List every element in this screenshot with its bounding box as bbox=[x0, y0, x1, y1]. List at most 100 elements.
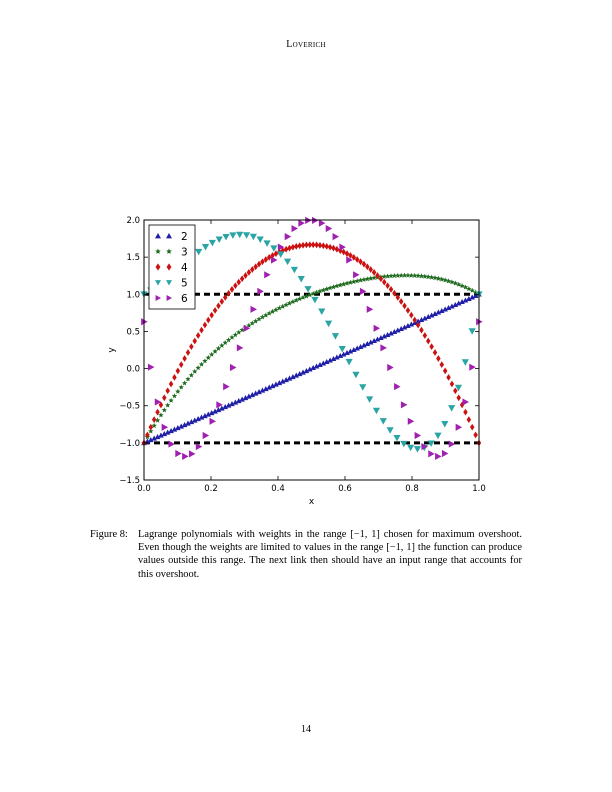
data-point-series-4 bbox=[436, 355, 441, 362]
data-point-series-5 bbox=[249, 233, 257, 241]
data-point-series-2 bbox=[449, 303, 455, 309]
data-point-series-4 bbox=[216, 302, 221, 310]
data-point-series-2 bbox=[445, 304, 452, 311]
data-point-series-6 bbox=[147, 363, 155, 371]
data-point-series-6 bbox=[469, 363, 476, 371]
data-point-series-6 bbox=[407, 417, 415, 425]
data-point-series-4 bbox=[294, 243, 299, 250]
data-point-series-3 bbox=[280, 303, 286, 309]
data-point-series-4 bbox=[405, 307, 411, 314]
data-point-series-3 bbox=[310, 290, 316, 296]
data-point-series-6 bbox=[455, 423, 463, 431]
data-point-series-3 bbox=[364, 276, 370, 282]
data-point-series-2 bbox=[398, 326, 404, 332]
data-point-series-2 bbox=[168, 428, 174, 434]
data-point-series-3 bbox=[327, 285, 333, 291]
x-tick-label: 0.8 bbox=[405, 484, 419, 494]
data-point-series-5 bbox=[352, 371, 360, 379]
data-point-series-3 bbox=[178, 384, 184, 390]
chart-legend: 2 3 4 5 6 bbox=[148, 224, 196, 310]
data-point-series-2 bbox=[232, 399, 239, 405]
data-point-series-4 bbox=[162, 394, 167, 402]
data-point-series-4 bbox=[456, 394, 461, 402]
data-point-series-5 bbox=[242, 232, 251, 239]
data-point-series-2 bbox=[300, 369, 306, 375]
data-point-series-3 bbox=[239, 327, 245, 333]
data-point-series-6 bbox=[441, 449, 449, 458]
data-point-series-3 bbox=[408, 272, 414, 278]
data-point-series-4 bbox=[222, 293, 228, 301]
data-point-series-2 bbox=[252, 390, 259, 396]
data-point-series-3 bbox=[161, 407, 167, 413]
data-point-series-2 bbox=[239, 396, 245, 402]
data-point-series-6 bbox=[359, 287, 367, 295]
data-point-series-4 bbox=[229, 286, 235, 293]
data-point-series-6 bbox=[175, 449, 182, 458]
data-point-series-2 bbox=[279, 378, 286, 384]
data-point-series-2 bbox=[181, 422, 188, 428]
data-point-series-4 bbox=[338, 247, 343, 254]
y-tick-label: 0.0 bbox=[126, 365, 140, 375]
data-point-series-5 bbox=[277, 251, 285, 258]
data-point-series-3 bbox=[290, 299, 296, 305]
data-point-series-5 bbox=[208, 239, 216, 247]
data-point-series-6 bbox=[414, 431, 422, 440]
data-point-series-2 bbox=[263, 386, 269, 392]
data-point-series-2 bbox=[313, 363, 320, 369]
data-point-series-5 bbox=[407, 444, 415, 452]
data-point-series-3 bbox=[354, 278, 360, 284]
x-tick-label: 0.4 bbox=[271, 484, 285, 494]
data-point-series-3 bbox=[300, 294, 306, 300]
data-point-series-4 bbox=[422, 332, 428, 339]
data-point-series-4 bbox=[446, 374, 451, 381]
data-point-series-2 bbox=[249, 392, 256, 398]
data-point-series-3 bbox=[405, 272, 411, 278]
data-point-series-2 bbox=[171, 426, 178, 432]
data-point-series-4 bbox=[260, 258, 265, 266]
data-point-series-2 bbox=[154, 434, 161, 440]
figure-8: 0.0 0.2 0.4 0.6 0.8 1.0 −1.5 −1.0 −0.5 0.0 0.5 1.0 1… bbox=[100, 210, 500, 520]
data-point-series-5 bbox=[393, 434, 401, 442]
data-point-series-3 bbox=[357, 277, 364, 283]
data-point-series-3 bbox=[347, 279, 354, 285]
data-point-series-2 bbox=[327, 357, 333, 363]
data-point-series-4 bbox=[300, 241, 306, 249]
data-point-series-4 bbox=[365, 263, 370, 271]
reference-lines bbox=[144, 292, 479, 445]
data-point-series-6 bbox=[257, 287, 264, 295]
data-point-series-5 bbox=[256, 236, 264, 243]
data-point-series-3 bbox=[171, 393, 178, 399]
data-point-series-2 bbox=[415, 318, 421, 324]
data-point-series-3 bbox=[313, 289, 320, 295]
data-point-series-4 bbox=[317, 241, 323, 249]
data-point-series-4 bbox=[432, 349, 438, 356]
data-point-series-2 bbox=[246, 393, 252, 399]
data-point-series-6 bbox=[154, 398, 162, 406]
data-point-series-3 bbox=[452, 280, 458, 286]
data-point-series-4 bbox=[388, 286, 394, 293]
data-point-series-2 bbox=[452, 301, 459, 308]
data-point-series-6 bbox=[209, 417, 216, 425]
data-point-series-4 bbox=[341, 248, 346, 256]
data-point-series-3 bbox=[340, 281, 347, 287]
x-axis-label: x bbox=[309, 497, 315, 507]
data-point-series-6 bbox=[394, 383, 401, 391]
data-point-series-4 bbox=[243, 272, 248, 279]
data-point-series-2 bbox=[215, 407, 222, 413]
data-point-series-3 bbox=[334, 283, 340, 289]
data-point-series-3 bbox=[361, 276, 367, 282]
data-point-series-4 bbox=[236, 278, 241, 286]
data-point-series-3 bbox=[435, 275, 442, 281]
data-point-series-5 bbox=[434, 432, 442, 440]
data-point-series-2 bbox=[347, 348, 354, 354]
data-point-series-6 bbox=[236, 344, 244, 352]
data-point-series-2 bbox=[178, 423, 185, 429]
data-point-series-3 bbox=[168, 397, 174, 403]
axis-ticks: 0.0 0.2 0.4 0.6 0.8 1.0 −1.5 −1.0 −0.5 0.0 0.5 1.0 1… bbox=[119, 216, 485, 494]
data-point-series-2 bbox=[208, 410, 215, 416]
legend-marker-4 bbox=[155, 263, 161, 271]
data-point-series-2 bbox=[364, 341, 371, 347]
x-tick-label: 0.6 bbox=[338, 484, 352, 494]
data-point-series-2 bbox=[435, 309, 442, 315]
data-point-series-3 bbox=[263, 312, 269, 318]
